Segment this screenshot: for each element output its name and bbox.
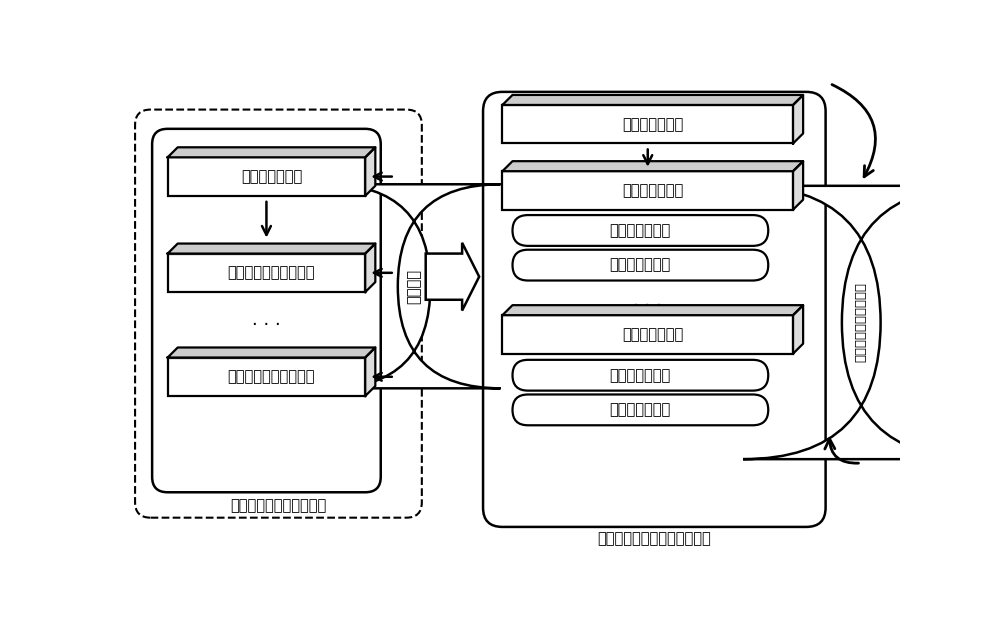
Text: · · ·: · · · xyxy=(252,316,281,334)
Text: 可分离三维卷积: 可分离三维卷积 xyxy=(622,117,683,132)
FancyBboxPatch shape xyxy=(502,315,793,353)
Text: 可分离三维残差网络模块: 可分离三维残差网络模块 xyxy=(230,499,327,514)
Polygon shape xyxy=(502,305,803,315)
Text: 人体动作识别结果输出: 人体动作识别结果输出 xyxy=(855,282,868,363)
Polygon shape xyxy=(168,243,375,253)
Text: 通道注意力模块: 通道注意力模块 xyxy=(610,223,671,238)
FancyBboxPatch shape xyxy=(743,186,979,459)
Polygon shape xyxy=(793,95,803,143)
FancyBboxPatch shape xyxy=(502,105,793,143)
Text: 参数共享: 参数共享 xyxy=(407,269,422,304)
Text: 通道注意力模块: 通道注意力模块 xyxy=(610,368,671,383)
Polygon shape xyxy=(168,147,375,158)
FancyBboxPatch shape xyxy=(512,394,768,425)
FancyBboxPatch shape xyxy=(135,109,422,518)
Polygon shape xyxy=(502,95,803,105)
Polygon shape xyxy=(502,161,803,171)
FancyBboxPatch shape xyxy=(502,171,793,210)
Text: · · ·: · · · xyxy=(633,297,662,315)
Text: 可分离三维卷积: 可分离三维卷积 xyxy=(622,327,683,342)
Polygon shape xyxy=(365,243,375,292)
FancyBboxPatch shape xyxy=(512,215,768,246)
Polygon shape xyxy=(793,161,803,210)
FancyBboxPatch shape xyxy=(168,253,365,292)
Polygon shape xyxy=(426,243,479,311)
Polygon shape xyxy=(168,347,375,358)
FancyBboxPatch shape xyxy=(483,92,826,527)
FancyBboxPatch shape xyxy=(168,158,365,196)
Text: 可分离三维卷积: 可分离三维卷积 xyxy=(622,183,683,198)
FancyBboxPatch shape xyxy=(512,360,768,391)
FancyBboxPatch shape xyxy=(152,129,381,493)
FancyBboxPatch shape xyxy=(168,358,365,396)
Text: 可分离三维残差注意网络模块: 可分离三维残差注意网络模块 xyxy=(597,531,711,546)
Text: 可分离三维卷积残差块: 可分离三维卷积残差块 xyxy=(228,370,315,384)
Polygon shape xyxy=(365,347,375,396)
FancyBboxPatch shape xyxy=(328,184,500,388)
Text: 可分离三维卷积残差块: 可分离三维卷积残差块 xyxy=(228,265,315,281)
Polygon shape xyxy=(793,305,803,353)
FancyBboxPatch shape xyxy=(512,250,768,281)
Text: 空间注意力模块: 空间注意力模块 xyxy=(610,402,671,417)
Text: 可分离三维卷积: 可分离三维卷积 xyxy=(241,169,302,184)
Text: 空间注意力模块: 空间注意力模块 xyxy=(610,258,671,273)
Polygon shape xyxy=(365,147,375,196)
